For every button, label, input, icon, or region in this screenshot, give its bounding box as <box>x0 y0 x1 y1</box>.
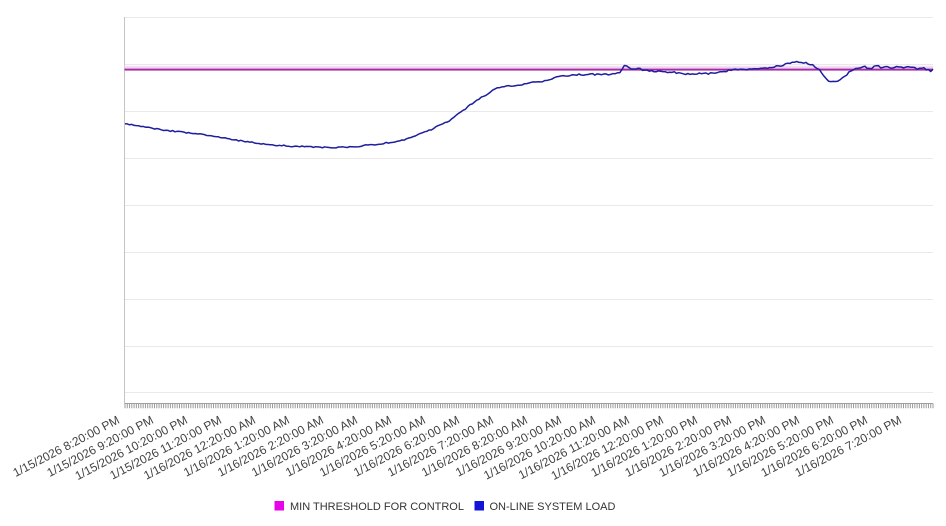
svg-text:MIN THRESHOLD FOR CONTROL: MIN THRESHOLD FOR CONTROL <box>290 501 464 513</box>
svg-text:ON-LINE SYSTEM LOAD: ON-LINE SYSTEM LOAD <box>490 501 616 513</box>
